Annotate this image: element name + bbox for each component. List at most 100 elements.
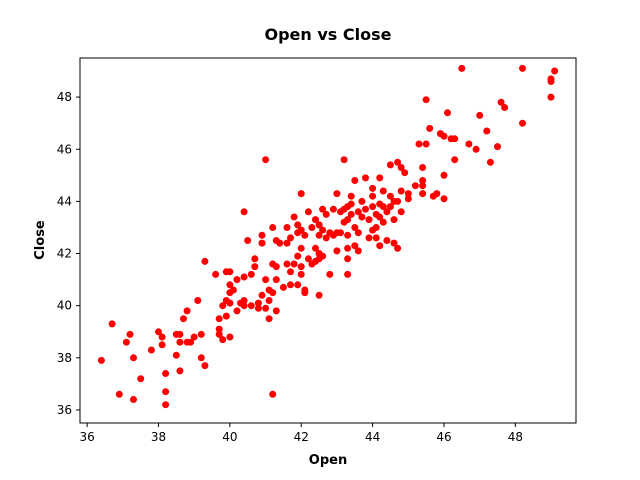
data-point: [272, 263, 280, 271]
data-point: [301, 289, 309, 297]
data-point: [369, 203, 377, 211]
data-point: [240, 208, 248, 216]
data-point: [108, 320, 116, 328]
x-tick-label: 38: [151, 430, 166, 444]
data-point: [386, 203, 394, 211]
data-point: [162, 401, 170, 409]
data-point: [122, 338, 130, 346]
data-point: [394, 197, 402, 205]
y-tick-label: 44: [57, 194, 72, 208]
data-point: [315, 221, 323, 229]
data-point: [444, 109, 451, 117]
data-point: [226, 268, 234, 276]
data-point: [351, 224, 359, 231]
data-point: [386, 192, 394, 200]
data-point: [226, 281, 234, 289]
data-point: [190, 333, 198, 341]
data-point: [411, 182, 419, 190]
data-point: [176, 367, 184, 375]
data-point: [440, 195, 448, 203]
data-point: [251, 255, 259, 263]
chart-title: Open vs Close: [265, 25, 392, 44]
data-point: [244, 237, 252, 244]
data-point: [304, 208, 312, 216]
data-point: [344, 244, 352, 252]
data-point: [226, 333, 234, 341]
data-point: [354, 247, 362, 255]
data-point: [283, 260, 291, 268]
data-point: [97, 356, 105, 364]
data-point: [365, 216, 373, 224]
x-tick-label: 48: [508, 430, 523, 444]
data-point: [433, 190, 441, 198]
data-point: [501, 104, 509, 111]
data-point: [372, 224, 380, 231]
data-point: [258, 231, 266, 239]
data-point: [158, 333, 166, 341]
data-point: [397, 164, 405, 171]
data-point: [372, 234, 380, 242]
data-point: [319, 252, 327, 260]
data-point: [376, 242, 384, 250]
data-point: [404, 195, 412, 203]
data-point: [415, 140, 423, 148]
data-point: [137, 375, 145, 383]
data-point: [319, 226, 327, 234]
x-tick-label: 44: [365, 430, 380, 444]
data-point: [276, 239, 284, 247]
data-point: [376, 213, 384, 221]
data-point: [240, 302, 248, 310]
data-point: [362, 205, 369, 213]
data-point: [551, 67, 559, 75]
data-point: [451, 156, 459, 164]
y-tick-label: 38: [57, 351, 72, 365]
data-point: [215, 325, 223, 333]
data-point: [497, 98, 505, 106]
data-point: [297, 270, 305, 278]
data-point: [390, 216, 398, 224]
data-point: [379, 187, 387, 195]
data-point: [222, 312, 230, 320]
data-point: [183, 307, 191, 315]
data-point: [404, 190, 412, 198]
data-point: [401, 169, 409, 177]
data-point: [344, 255, 352, 263]
data-point: [201, 362, 209, 370]
data-point: [287, 234, 294, 242]
data-point: [233, 307, 241, 315]
y-tick-label: 48: [57, 90, 72, 104]
data-point: [319, 205, 327, 213]
data-point: [262, 156, 270, 164]
x-tick-label: 40: [222, 430, 237, 444]
y-tick-label: 42: [57, 247, 72, 261]
data-point: [333, 190, 341, 198]
data-point: [451, 135, 459, 143]
data-point: [297, 226, 305, 234]
data-point: [333, 247, 341, 255]
data-point: [322, 234, 330, 242]
data-point: [172, 351, 180, 359]
x-tick-label: 36: [79, 430, 94, 444]
data-point: [458, 64, 466, 72]
data-point: [386, 161, 394, 169]
data-point: [397, 187, 405, 195]
data-point: [494, 143, 501, 151]
data-point: [194, 297, 202, 304]
data-point: [383, 237, 391, 244]
data-point: [158, 341, 166, 349]
data-point: [219, 336, 227, 344]
data-point: [176, 330, 184, 338]
data-point: [547, 93, 555, 101]
points-layer: [97, 64, 559, 409]
data-point: [279, 283, 287, 291]
data-point: [197, 354, 205, 362]
data-point: [397, 208, 405, 216]
data-point: [258, 291, 266, 299]
data-point: [147, 346, 155, 354]
data-point: [247, 302, 255, 310]
data-point: [351, 242, 359, 250]
data-point: [337, 229, 344, 237]
data-point: [362, 174, 369, 182]
data-point: [394, 158, 402, 166]
